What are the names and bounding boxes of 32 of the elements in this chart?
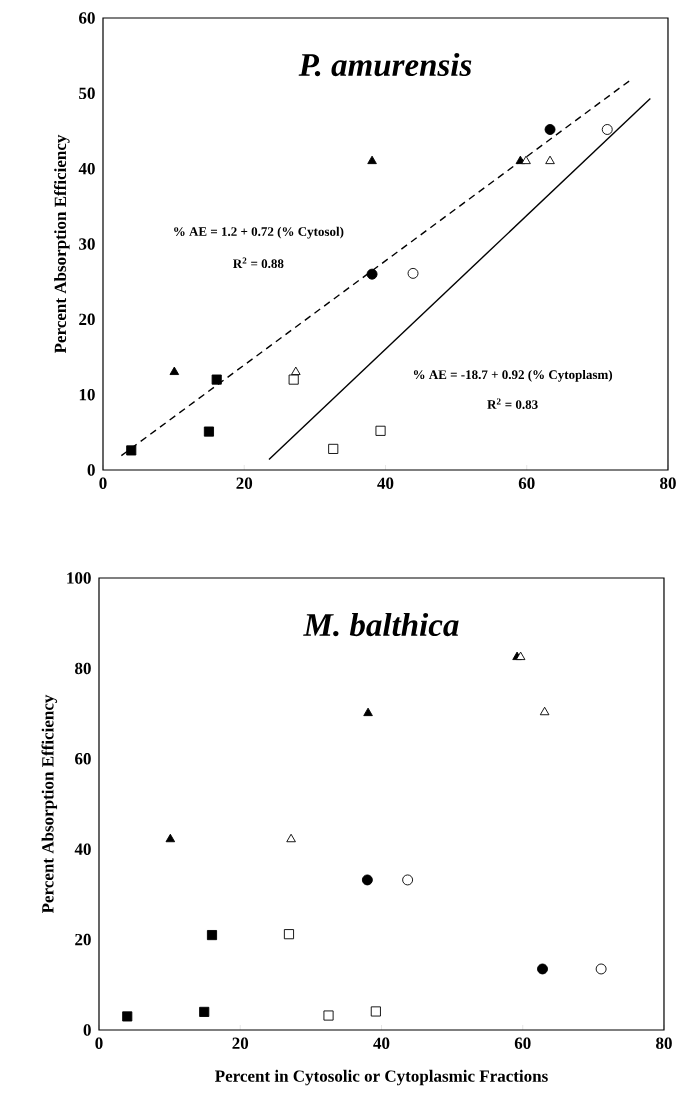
y-axis-title: Percent Absorption Efficiency bbox=[53, 134, 70, 354]
y-tick-label: 0 bbox=[83, 1024, 91, 1036]
y-tick-label: 40 bbox=[74, 843, 91, 855]
text: P. amurensis bbox=[298, 52, 472, 77]
x-tick-label: 0 bbox=[95, 1037, 103, 1049]
annotation: % AE = -18.7 + 0.92 (% Cytoplasm) bbox=[413, 369, 613, 382]
x-tick-label: 60 bbox=[514, 1037, 531, 1049]
x-axis-title: Percent in Cytosolic or Cytoplasmic Fractions bbox=[215, 1069, 548, 1086]
y-tick-label: 20 bbox=[79, 313, 95, 326]
x-tick-label: 20 bbox=[236, 477, 253, 489]
y-tick-label: 60 bbox=[75, 753, 91, 765]
y-tick-label: 60 bbox=[79, 12, 95, 24]
y-tick-label: 20 bbox=[75, 933, 91, 946]
y-tick-label: 50 bbox=[79, 87, 95, 100]
y-tick-label: 30 bbox=[79, 238, 95, 250]
x-tick-label: 80 bbox=[656, 1037, 672, 1049]
x-tick-label: 60 bbox=[518, 477, 535, 489]
text: M. balthica bbox=[303, 612, 459, 637]
y-tick-label: 0 bbox=[87, 464, 95, 476]
annotation: R$^{2}$ = 0.83 bbox=[487, 398, 538, 409]
y-tick-label: 10 bbox=[79, 388, 95, 401]
x-tick-label: 80 bbox=[660, 477, 676, 489]
y-tick-label: 40 bbox=[78, 162, 95, 175]
y-tick-label: 100 bbox=[67, 572, 91, 584]
x-tick-label: 0 bbox=[99, 477, 107, 489]
annotation: R$^{2}$ = 0.88 bbox=[233, 257, 284, 269]
x-tick-label: 40 bbox=[377, 477, 394, 489]
annotation: % AE = 1.2 + 0.72 (% Cytosol) bbox=[174, 226, 344, 239]
y-axis-title: Percent Absorption Efficiency bbox=[41, 694, 58, 914]
x-tick-label: 20 bbox=[232, 1037, 249, 1049]
x-tick-label: 40 bbox=[373, 1037, 390, 1049]
y-tick-label: 80 bbox=[75, 662, 91, 675]
